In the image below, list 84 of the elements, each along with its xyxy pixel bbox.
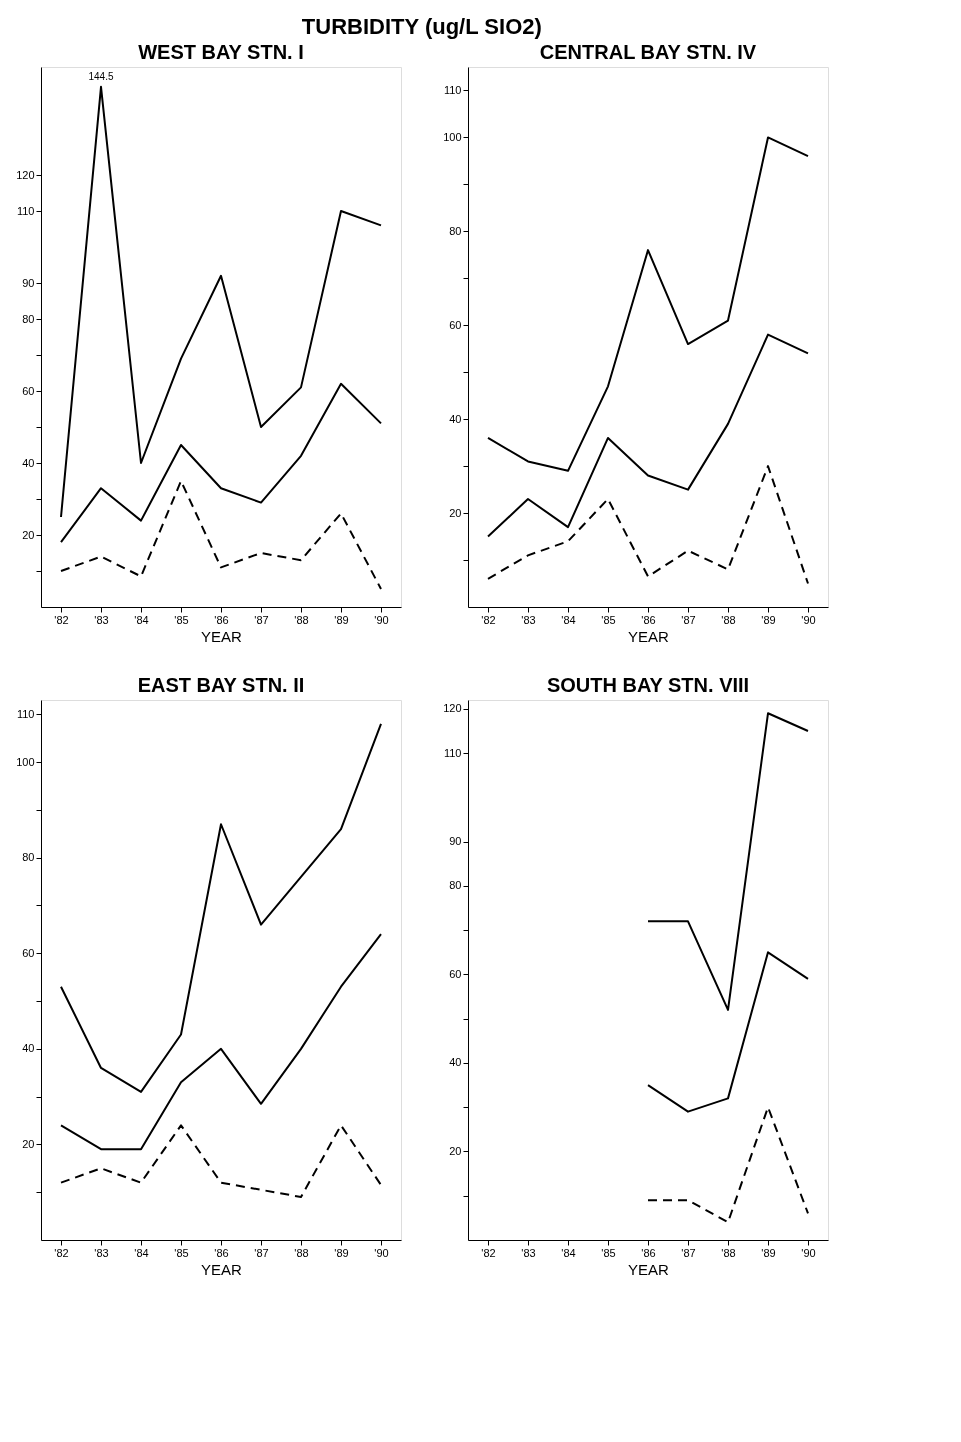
line-series xyxy=(60,480,382,590)
y-tick-label: 20 xyxy=(449,1144,462,1157)
y-tick-label: 40 xyxy=(22,456,35,469)
x-tick-label: '82 xyxy=(54,613,69,626)
y-tick-label: 20 xyxy=(449,506,462,519)
x-tick-label: '89 xyxy=(761,613,776,626)
x-tick-label: '88 xyxy=(721,1246,736,1259)
x-tick-label: '88 xyxy=(294,1246,309,1259)
y-tick-label: 60 xyxy=(449,318,462,331)
x-tick-label: '87 xyxy=(681,613,696,626)
x-tick-label: '89 xyxy=(761,1246,776,1259)
y-tick-label: 60 xyxy=(449,967,462,980)
x-tick-label: '82 xyxy=(481,613,496,626)
y-tick-label: 40 xyxy=(449,1056,462,1069)
x-tick-label: '86 xyxy=(214,613,229,626)
x-axis-title: YEAR xyxy=(201,1260,243,1278)
x-tick-label: '87 xyxy=(681,1246,696,1259)
annotation: 144.5 xyxy=(88,70,114,82)
x-tick-label: '83 xyxy=(521,1246,536,1259)
x-tick-label: '87 xyxy=(254,1246,269,1259)
line-series xyxy=(487,465,809,585)
x-axis-title: YEAR xyxy=(628,1260,670,1278)
y-tick-label: 80 xyxy=(22,312,35,325)
y-tick-label: 80 xyxy=(449,224,462,237)
x-tick-label: '82 xyxy=(54,1246,69,1259)
line-series xyxy=(647,712,809,1011)
x-tick-label: '83 xyxy=(521,613,536,626)
x-tick-label: '85 xyxy=(601,1246,616,1259)
y-tick-label: 100 xyxy=(443,130,462,143)
x-tick-label: '90 xyxy=(801,1246,816,1259)
x-tick-label: '89 xyxy=(334,613,349,626)
y-tick-label: 110 xyxy=(16,707,35,720)
chart-title: WEST BAY STN. I xyxy=(138,41,304,63)
x-tick-label: '86 xyxy=(214,1246,229,1259)
y-tick-label: 110 xyxy=(443,746,462,759)
x-tick-label: '83 xyxy=(94,1246,109,1259)
y-tick-label: 60 xyxy=(22,946,35,959)
x-tick-label: '84 xyxy=(134,613,149,626)
line-series xyxy=(487,333,809,538)
x-tick-label: '88 xyxy=(721,613,736,626)
line-series xyxy=(647,951,809,1113)
y-tick-label: 120 xyxy=(16,168,35,181)
x-tick-label: '90 xyxy=(374,613,389,626)
y-tick-label: 90 xyxy=(449,835,462,848)
y-tick-label: 20 xyxy=(22,1137,35,1150)
y-tick-label: 100 xyxy=(16,755,35,768)
y-tick-label: 90 xyxy=(22,276,35,289)
line-series xyxy=(60,933,382,1151)
y-tick-label: 60 xyxy=(22,384,35,397)
y-tick-label: 120 xyxy=(443,702,462,715)
chart-title: CENTRAL BAY STN. IV xyxy=(539,41,757,63)
x-tick-label: '82 xyxy=(481,1246,496,1259)
y-tick-label: 80 xyxy=(449,879,462,892)
line-series xyxy=(60,1124,382,1198)
x-tick-label: '84 xyxy=(561,613,576,626)
y-tick-label: 40 xyxy=(22,1042,35,1055)
x-tick-label: '89 xyxy=(334,1246,349,1259)
chart-title: SOUTH BAY STN. VIII xyxy=(546,674,750,696)
line-series xyxy=(487,136,809,472)
text: TURBIDITY (ug/L SIO2) xyxy=(301,13,542,39)
y-tick-label: 110 xyxy=(16,204,35,217)
x-tick-label: '87 xyxy=(254,613,269,626)
line-series xyxy=(60,85,382,518)
x-tick-label: '83 xyxy=(94,613,109,626)
x-tick-label: '90 xyxy=(801,613,816,626)
x-tick-label: '85 xyxy=(601,613,616,626)
x-tick-label: '85 xyxy=(174,613,189,626)
x-axis-title: YEAR xyxy=(628,627,670,645)
x-tick-label: '84 xyxy=(561,1246,576,1259)
x-tick-label: '84 xyxy=(134,1246,149,1259)
x-tick-label: '88 xyxy=(294,613,309,626)
y-tick-label: 40 xyxy=(449,412,462,425)
x-axis-title: YEAR xyxy=(201,627,243,645)
y-tick-label: 20 xyxy=(22,528,35,541)
x-tick-label: '90 xyxy=(374,1246,389,1259)
line-series xyxy=(647,1106,809,1224)
x-tick-label: '86 xyxy=(641,1246,656,1259)
line-series xyxy=(60,382,382,544)
y-tick-label: 80 xyxy=(22,851,35,864)
y-tick-label: 110 xyxy=(443,83,462,96)
x-tick-label: '85 xyxy=(174,1246,189,1259)
chart-title: EAST BAY STN. II xyxy=(137,674,305,696)
x-tick-label: '86 xyxy=(641,613,656,626)
line-series xyxy=(60,722,382,1093)
